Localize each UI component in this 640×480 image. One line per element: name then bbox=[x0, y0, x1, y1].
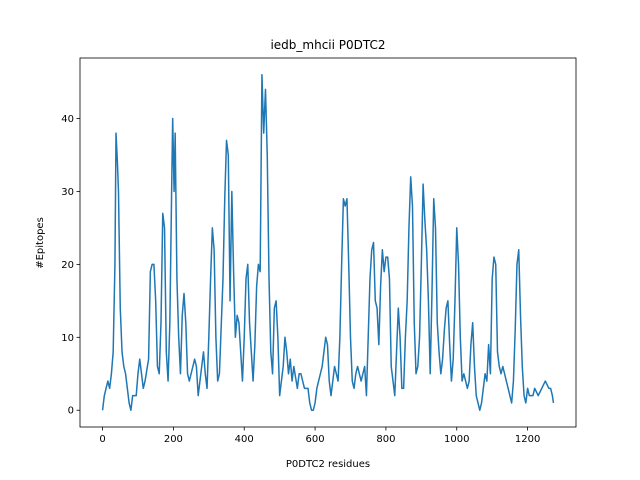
x-tick-label: 0 bbox=[99, 434, 105, 445]
x-tick-label: 200 bbox=[164, 434, 183, 445]
data-line bbox=[101, 74, 555, 411]
y-tick-label: 20 bbox=[61, 260, 74, 271]
x-tick-label: 800 bbox=[376, 434, 395, 445]
chart-title: iedb_mhcii P0DTC2 bbox=[270, 38, 385, 52]
x-tick-label: 400 bbox=[235, 434, 254, 445]
x-tick-label: 1200 bbox=[515, 434, 540, 445]
x-tick-label: 600 bbox=[306, 434, 325, 445]
y-tick-label: 30 bbox=[61, 187, 74, 198]
x-axis-label: P0DTC2 residues bbox=[286, 459, 370, 470]
y-tick-label: 40 bbox=[61, 114, 74, 125]
plot-frame bbox=[79, 57, 577, 428]
y-tick-label: 0 bbox=[68, 406, 74, 417]
x-tick-label: 1000 bbox=[444, 434, 469, 445]
y-tick-label: 10 bbox=[61, 333, 74, 344]
y-axis-label: #Epitopes bbox=[35, 217, 46, 269]
